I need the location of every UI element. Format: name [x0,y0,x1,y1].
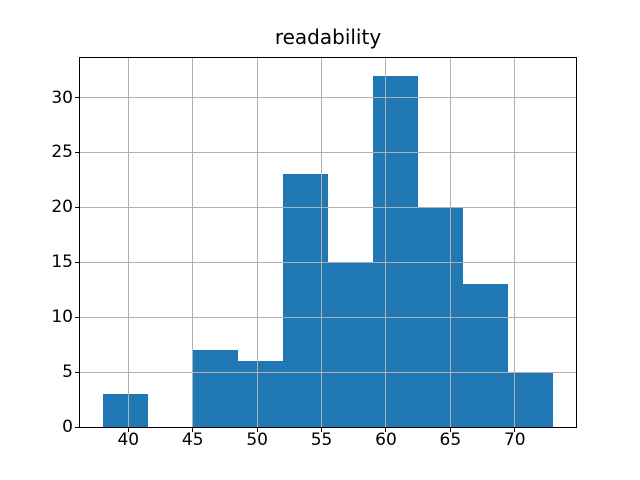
x-tick-label: 45 [181,430,204,450]
y-tick [75,426,79,428]
histogram-bar [508,372,554,427]
y-tick-label: 15 [51,252,73,273]
x-gridline [385,58,387,427]
y-tick-label: 25 [51,142,73,163]
y-gridline [80,261,576,263]
x-tick [256,428,258,432]
histogram-bar [463,284,509,427]
x-tick [127,428,129,432]
x-gridline [256,58,258,427]
x-tick [514,428,516,432]
y-tick [75,371,79,373]
x-gridline [192,58,194,427]
x-tick-label: 50 [246,430,268,450]
x-tick-label: 55 [310,430,333,450]
y-tick [75,97,79,99]
y-gridline [80,371,576,373]
y-gridline [80,206,576,208]
x-tick [385,428,387,432]
plot-area [79,57,577,428]
histogram-bar [282,174,328,427]
x-tick-label: 60 [375,430,397,450]
x-tick-label: 65 [439,430,462,450]
x-tick-label: 70 [503,430,526,450]
y-gridline [80,316,576,318]
x-tick [321,428,323,432]
x-gridline [127,58,129,427]
y-tick-label: 20 [51,197,73,218]
y-tick-label: 5 [62,362,73,383]
y-tick-label: 30 [51,87,73,108]
y-gridline [80,97,576,99]
x-gridline [321,58,323,427]
y-tick [75,261,79,263]
y-tick [75,316,79,318]
y-gridline [80,151,576,153]
y-tick [75,206,79,208]
histogram-bar [373,75,419,427]
histogram-bar [192,350,238,427]
x-tick-label: 40 [117,430,140,450]
histogram-bar [328,262,374,427]
x-gridline [449,58,451,427]
x-gridline [514,58,516,427]
y-tick-label: 10 [51,307,73,328]
y-tick [75,151,79,153]
x-tick [192,428,194,432]
x-tick [449,428,451,432]
histogram-bar [102,394,148,427]
chart-title: readability [274,25,382,49]
y-tick-label: 0 [62,417,73,437]
